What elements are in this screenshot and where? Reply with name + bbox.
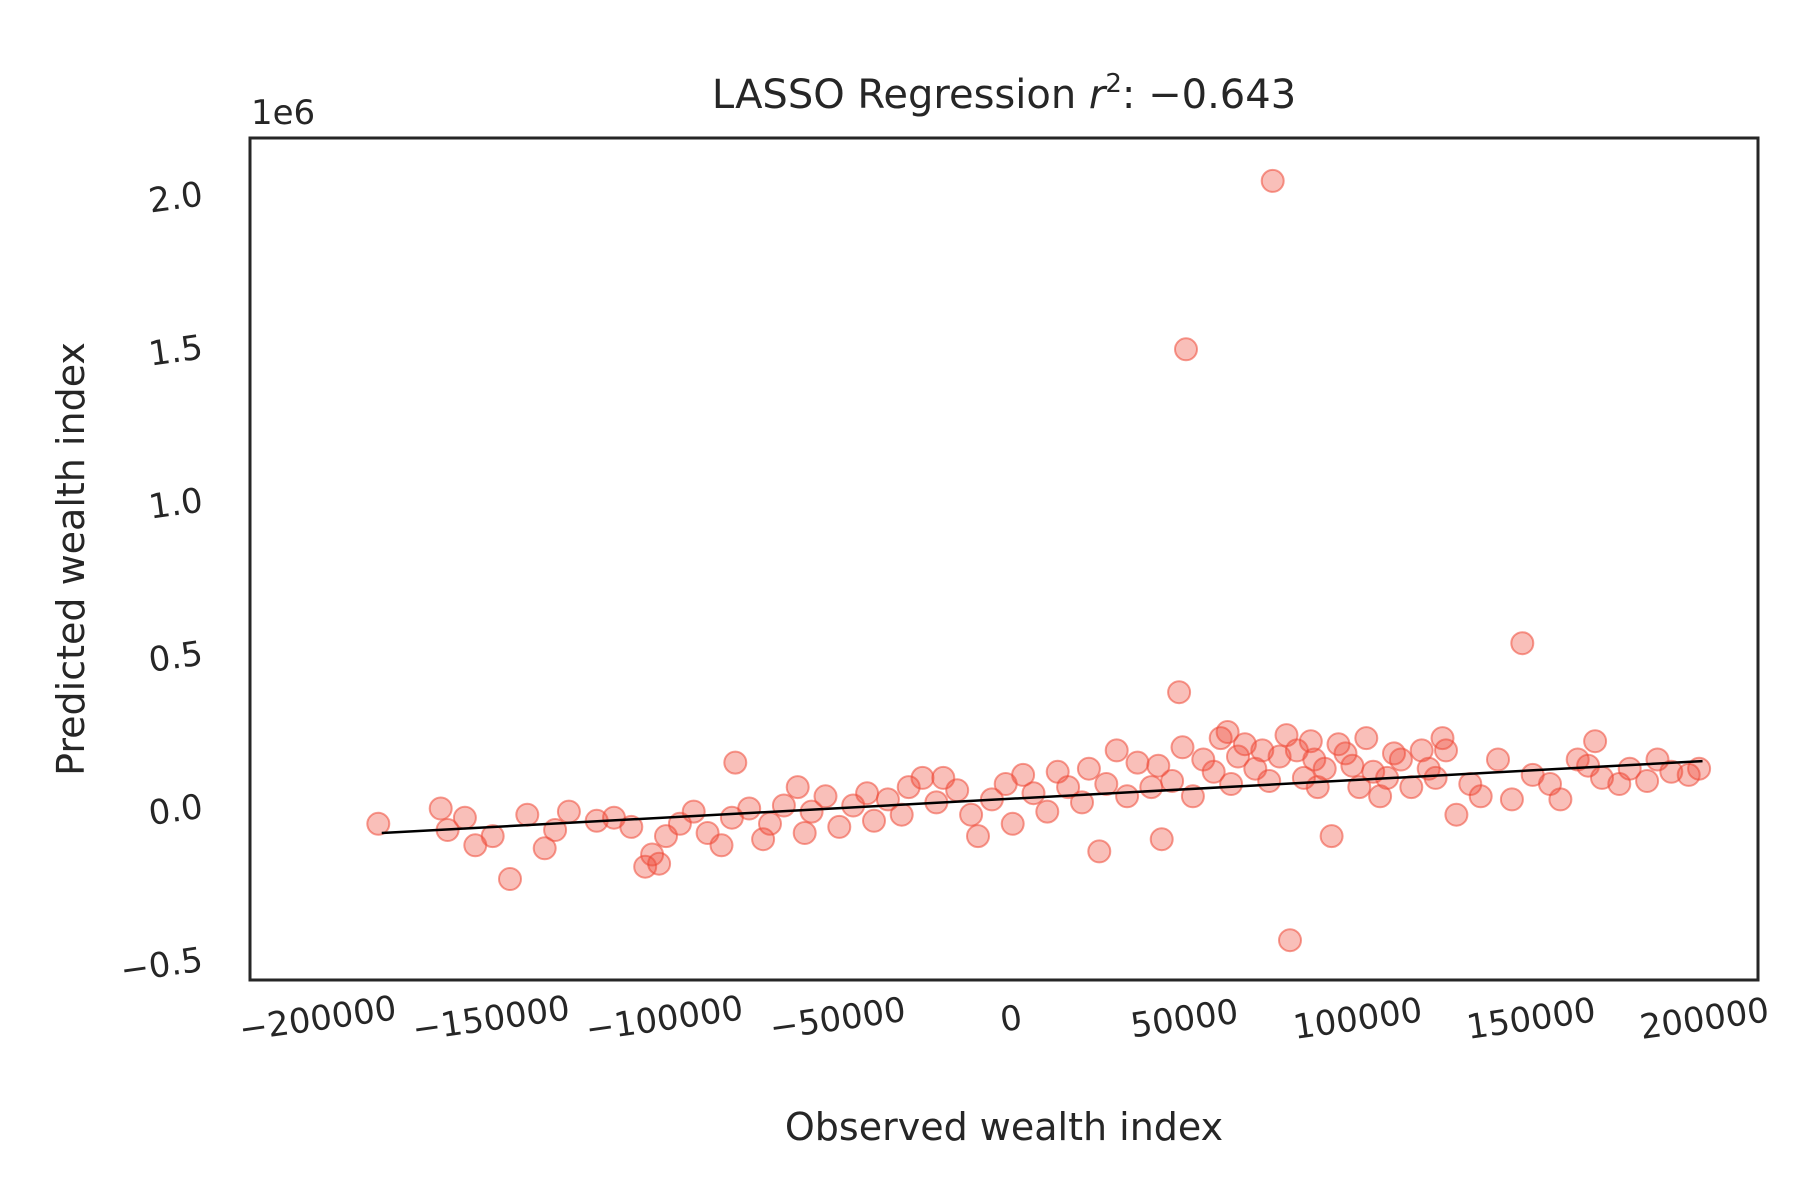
data-point [1104, 738, 1129, 763]
data-point [827, 814, 852, 839]
y-axis-label: Predicted wealth index [49, 342, 93, 776]
data-point [1499, 787, 1524, 812]
data-point [1226, 744, 1250, 769]
data-point [862, 808, 886, 833]
data-point [1583, 729, 1608, 754]
data-point [1687, 756, 1712, 781]
data-point [515, 802, 540, 827]
data-point [723, 750, 748, 775]
data-point [647, 851, 672, 876]
data-point [1167, 680, 1192, 705]
data-point [1486, 747, 1510, 772]
data-point [1076, 756, 1101, 781]
data-point [945, 778, 970, 803]
data-point [1388, 747, 1413, 772]
data-point [737, 796, 762, 821]
data-point [709, 833, 734, 858]
data-point [1125, 750, 1150, 775]
data-point [855, 781, 880, 806]
data-point [1180, 784, 1205, 809]
data-point [896, 775, 921, 800]
x-axis-label: Observed wealth index [785, 1105, 1223, 1149]
data-point [966, 824, 990, 849]
fit-line-group [381, 759, 1703, 835]
data-point [1174, 337, 1198, 362]
data-point [1659, 759, 1684, 784]
data-point [452, 805, 477, 830]
data-point [959, 802, 984, 827]
data-point [556, 799, 581, 824]
data-point [1312, 756, 1337, 781]
data-point [1011, 762, 1036, 787]
data-point [1087, 839, 1112, 864]
data-point [532, 836, 557, 861]
chart-title: LASSO Regression r2: −0.643 [712, 69, 1296, 118]
data-point [1617, 756, 1642, 781]
data-point [1319, 824, 1344, 849]
data-point [1399, 775, 1424, 800]
data-point [1070, 790, 1094, 815]
data-point [1201, 759, 1226, 784]
data-point [1333, 741, 1358, 766]
data-point [1298, 729, 1323, 754]
data-point [1340, 753, 1365, 778]
data-point [799, 799, 824, 824]
data-point [771, 793, 796, 818]
data-point [619, 814, 644, 839]
y-tick-label: 1.5 [146, 328, 205, 375]
data-point [1115, 784, 1140, 809]
plot-area-frame [248, 136, 1760, 982]
data-point [910, 765, 935, 790]
data-point [1170, 735, 1195, 760]
data-point [1219, 772, 1244, 796]
y-tick-label: 0.0 [146, 787, 205, 834]
data-point [1635, 769, 1660, 793]
y-tick-label: 2.0 [146, 174, 205, 221]
data-point [1149, 827, 1174, 852]
data-point [813, 784, 838, 809]
data-point [758, 811, 782, 836]
data-point [428, 796, 453, 821]
regression-line [381, 759, 1703, 835]
y-tick-label: 1.0 [146, 481, 205, 528]
data-point [681, 799, 706, 824]
data-point [1215, 720, 1240, 744]
data-point [785, 775, 810, 800]
data-point [1548, 787, 1573, 812]
data-point [792, 821, 817, 845]
data-point [498, 867, 522, 891]
data-point [366, 811, 391, 836]
data-point [1278, 928, 1302, 953]
data-point [889, 802, 914, 827]
data-point [1035, 799, 1060, 824]
data-point [1146, 753, 1171, 778]
data-point [1434, 738, 1458, 763]
data-point [1021, 781, 1046, 806]
y-offset-label: 1e6 [251, 93, 315, 133]
data-point [1510, 631, 1535, 656]
data-point [1094, 772, 1119, 796]
data-point [1160, 769, 1185, 793]
data-point [480, 824, 505, 849]
data-point [1257, 769, 1282, 793]
data-point [1260, 168, 1285, 193]
data-point [1423, 765, 1448, 790]
data-point [1354, 726, 1379, 751]
data-point [1056, 775, 1081, 800]
y-tick-label: 0.5 [146, 634, 205, 681]
data-point [1444, 802, 1469, 827]
data-point [1000, 811, 1025, 836]
data-point [751, 827, 776, 852]
data-point [1139, 775, 1164, 800]
data-point [1468, 784, 1493, 809]
data-point [1361, 759, 1386, 784]
data-point [1347, 775, 1372, 800]
